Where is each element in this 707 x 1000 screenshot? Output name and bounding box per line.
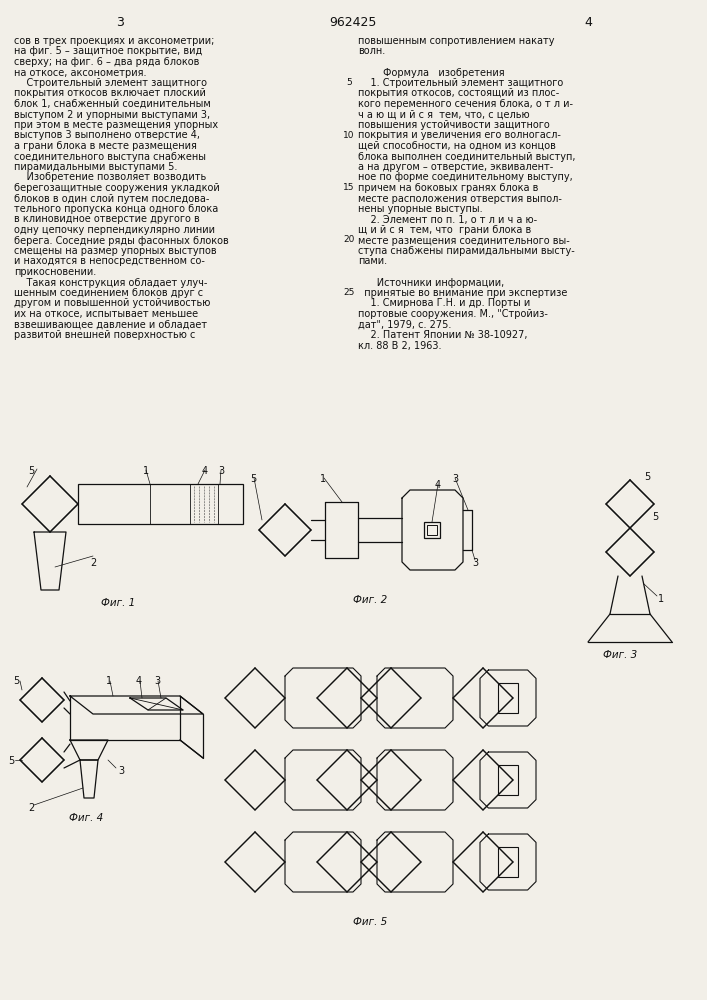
Text: портовые сооружения. М., "Стройиз-: портовые сооружения. М., "Стройиз- bbox=[358, 309, 548, 319]
Text: и находятся в непосредственном со-: и находятся в непосредственном со- bbox=[14, 256, 205, 266]
Text: их на откосе, испытывает меньшее: их на откосе, испытывает меньшее bbox=[14, 309, 198, 319]
Bar bbox=[78, 484, 243, 524]
Text: 5: 5 bbox=[8, 756, 14, 766]
Text: Фиг. 4: Фиг. 4 bbox=[69, 813, 103, 823]
Text: 2: 2 bbox=[28, 803, 34, 813]
Text: а на другом – отверстие, эквивалент-: а на другом – отверстие, эквивалент- bbox=[358, 162, 554, 172]
Text: дат", 1979, с. 275.: дат", 1979, с. 275. bbox=[358, 320, 451, 330]
Text: 2. Патент Японии № 38-10927,: 2. Патент Японии № 38-10927, bbox=[358, 330, 527, 340]
Text: 5: 5 bbox=[644, 472, 650, 482]
Text: другом и повышенной устойчивостью: другом и повышенной устойчивостью bbox=[14, 298, 211, 308]
Text: 3: 3 bbox=[452, 474, 458, 484]
Text: соединительного выступа снабжены: соединительного выступа снабжены bbox=[14, 151, 206, 161]
Text: Фиг. 2: Фиг. 2 bbox=[353, 595, 387, 605]
Text: 3: 3 bbox=[472, 558, 478, 568]
Text: принятые во внимание при экспертизе: принятые во внимание при экспертизе bbox=[358, 288, 568, 298]
Text: смещены на размер упорных выступов: смещены на размер упорных выступов bbox=[14, 246, 216, 256]
Text: 15: 15 bbox=[344, 183, 355, 192]
Text: 1: 1 bbox=[320, 474, 326, 484]
Text: шенным соединением блоков друг с: шенным соединением блоков друг с bbox=[14, 288, 203, 298]
Text: 1. Строительный элемент защитного: 1. Строительный элемент защитного bbox=[358, 78, 563, 88]
Text: на фиг. 5 – защитное покрытие, вид: на фиг. 5 – защитное покрытие, вид bbox=[14, 46, 202, 56]
Text: покрытия и увеличения его волногасл-: покрытия и увеличения его волногасл- bbox=[358, 130, 561, 140]
Text: одну цепочку перпендикулярно линии: одну цепочку перпендикулярно линии bbox=[14, 225, 215, 235]
Text: 2: 2 bbox=[90, 558, 96, 568]
Text: 1: 1 bbox=[143, 466, 149, 476]
Text: Изобретение позволяет возводить: Изобретение позволяет возводить bbox=[14, 172, 206, 182]
Text: 4: 4 bbox=[202, 466, 208, 476]
Text: а грани блока в месте размещения: а грани блока в месте размещения bbox=[14, 141, 197, 151]
Text: Фиг. 1: Фиг. 1 bbox=[101, 598, 135, 608]
Text: 10: 10 bbox=[344, 130, 355, 139]
Text: Строительный элемент защитного: Строительный элемент защитного bbox=[14, 78, 207, 88]
Text: 1: 1 bbox=[658, 594, 664, 604]
Text: месте размещения соединительного вы-: месте размещения соединительного вы- bbox=[358, 235, 570, 245]
Text: 5: 5 bbox=[250, 474, 256, 484]
Text: покрытия откосов включает плоский: покрытия откосов включает плоский bbox=[14, 89, 206, 99]
Text: выступом 2 и упорными выступами 3,: выступом 2 и упорными выступами 3, bbox=[14, 109, 210, 119]
Text: Формула   изобретения: Формула изобретения bbox=[358, 68, 505, 78]
Text: на откосе, аксонометрия.: на откосе, аксонометрия. bbox=[14, 68, 146, 78]
Text: 1. Смирнова Г.Н. и др. Порты и: 1. Смирнова Г.Н. и др. Порты и bbox=[358, 298, 530, 308]
Text: причем на боковых гранях блока в: причем на боковых гранях блока в bbox=[358, 183, 538, 193]
Text: развитой внешней поверхностью с: развитой внешней поверхностью с bbox=[14, 330, 195, 340]
Text: ч а ю щ и й с я  тем, что, с целью: ч а ю щ и й с я тем, что, с целью bbox=[358, 109, 530, 119]
Bar bbox=[498, 847, 518, 877]
Text: 3: 3 bbox=[118, 766, 124, 776]
Text: сверху; на фиг. 6 – два ряда блоков: сверху; на фиг. 6 – два ряда блоков bbox=[14, 57, 199, 67]
Text: ступа снабжены пирамидальными высту-: ступа снабжены пирамидальными высту- bbox=[358, 246, 575, 256]
Text: ное по форме соединительному выступу,: ное по форме соединительному выступу, bbox=[358, 172, 573, 182]
Text: 962425: 962425 bbox=[329, 15, 377, 28]
Text: 3: 3 bbox=[116, 15, 124, 28]
Text: месте расположения отверстия выпол-: месте расположения отверстия выпол- bbox=[358, 194, 562, 204]
Text: нены упорные выступы.: нены упорные выступы. bbox=[358, 204, 483, 214]
Text: выступов 3 выполнено отверстие 4,: выступов 3 выполнено отверстие 4, bbox=[14, 130, 200, 140]
Text: пирамидальными выступами 5.: пирамидальными выступами 5. bbox=[14, 162, 177, 172]
Text: блока выполнен соединительный выступ,: блока выполнен соединительный выступ, bbox=[358, 151, 575, 161]
Text: в клиновидное отверстие другого в: в клиновидное отверстие другого в bbox=[14, 215, 200, 225]
Text: тельного пропуска конца одного блока: тельного пропуска конца одного блока bbox=[14, 204, 218, 214]
Text: 20: 20 bbox=[344, 235, 355, 244]
Text: 4: 4 bbox=[584, 15, 592, 28]
Text: волн.: волн. bbox=[358, 46, 385, 56]
Text: 5: 5 bbox=[28, 466, 34, 476]
Text: 3: 3 bbox=[154, 676, 160, 686]
Text: берегозащитные сооружения укладкой: берегозащитные сооружения укладкой bbox=[14, 183, 220, 193]
Bar bbox=[427, 525, 437, 535]
Text: Источники информации,: Источники информации, bbox=[358, 277, 504, 288]
Text: 5: 5 bbox=[652, 512, 658, 522]
Text: пами.: пами. bbox=[358, 256, 387, 266]
Text: 5: 5 bbox=[346, 78, 352, 87]
Bar bbox=[424, 522, 440, 538]
Text: 25: 25 bbox=[344, 288, 355, 297]
Text: Фиг. 5: Фиг. 5 bbox=[353, 917, 387, 927]
Text: Фиг. 3: Фиг. 3 bbox=[603, 650, 637, 660]
Bar bbox=[498, 765, 518, 795]
Text: щ и й с я  тем, что  грани блока в: щ и й с я тем, что грани блока в bbox=[358, 225, 531, 235]
Text: покрытия откосов, состоящий из плос-: покрытия откосов, состоящий из плос- bbox=[358, 89, 559, 99]
Text: щей способности, на одном из концов: щей способности, на одном из концов bbox=[358, 141, 556, 151]
Text: 3: 3 bbox=[218, 466, 224, 476]
Text: 2. Элемент по п. 1, о т л и ч а ю-: 2. Элемент по п. 1, о т л и ч а ю- bbox=[358, 215, 537, 225]
Text: при этом в месте размещения упорных: при этом в месте размещения упорных bbox=[14, 120, 218, 130]
Text: взвешивающее давление и обладает: взвешивающее давление и обладает bbox=[14, 320, 207, 330]
Text: прикосновении.: прикосновении. bbox=[14, 267, 96, 277]
Text: блок 1, снабженный соединительным: блок 1, снабженный соединительным bbox=[14, 99, 211, 109]
Text: кого переменного сечения блока, о т л и-: кого переменного сечения блока, о т л и- bbox=[358, 99, 573, 109]
Text: 4: 4 bbox=[435, 480, 441, 490]
Text: повышенным сопротивлением накату: повышенным сопротивлением накату bbox=[358, 36, 554, 46]
Text: 5: 5 bbox=[13, 676, 19, 686]
Text: берега. Соседние ряды фасонных блоков: берега. Соседние ряды фасонных блоков bbox=[14, 235, 229, 245]
Bar bbox=[498, 683, 518, 713]
Text: 1: 1 bbox=[106, 676, 112, 686]
Text: 4: 4 bbox=[136, 676, 142, 686]
Text: Такая конструкция обладает улуч-: Такая конструкция обладает улуч- bbox=[14, 277, 207, 288]
Text: повышения устойчивости защитного: повышения устойчивости защитного bbox=[358, 120, 550, 130]
Text: блоков в один слой путем последова-: блоков в один слой путем последова- bbox=[14, 194, 209, 204]
Text: кл. 88 В 2, 1963.: кл. 88 В 2, 1963. bbox=[358, 340, 441, 351]
Text: сов в трех проекциях и аксонометрии;: сов в трех проекциях и аксонометрии; bbox=[14, 36, 214, 46]
